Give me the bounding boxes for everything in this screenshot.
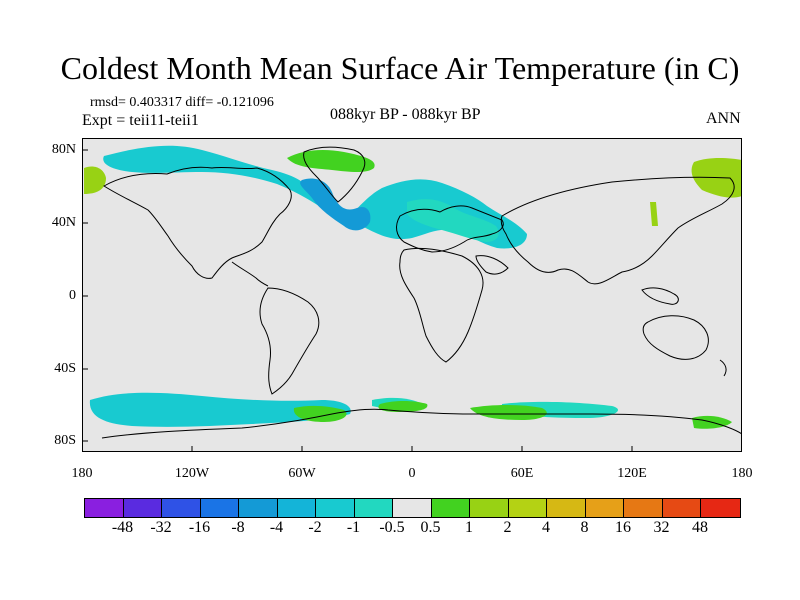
- east-antarctic-warm-field: [470, 405, 547, 420]
- japan-warm-field: [650, 202, 658, 226]
- lon-label-0: 0: [408, 466, 416, 481]
- lat-label-40n: 40N: [51, 215, 76, 230]
- colorbar-swatch: [701, 499, 740, 517]
- colorbar-label: 2: [503, 519, 512, 536]
- southeast-asia-islands: [641, 287, 679, 305]
- colorbar-swatch: [277, 499, 316, 517]
- greenland-coast: [303, 146, 366, 203]
- colorbar-swatch: [85, 499, 124, 517]
- colorbar-label: 8: [580, 519, 589, 536]
- colorbar-swatch: [123, 499, 162, 517]
- lon-label-120w: 120W: [174, 466, 210, 481]
- experiment-label: Expt = teii11-teii1: [82, 112, 199, 129]
- colorbar-label: -32: [150, 519, 172, 536]
- new-zealand-coast: [719, 359, 727, 377]
- siberia-west-warm-field: [84, 166, 106, 194]
- colorbar-label: -8: [231, 519, 245, 536]
- greenland-cool-core: [300, 178, 371, 231]
- lat-label-0: 0: [69, 288, 76, 303]
- colorbar-swatch: [662, 499, 701, 517]
- colorbar-label: -0.5: [379, 519, 405, 536]
- stats-text: rmsd= 0.403317 diff= -0.121096: [90, 95, 274, 110]
- colorbar-label: -2: [308, 519, 322, 536]
- colorbar-swatch: [508, 499, 547, 517]
- colorbar-swatch: [624, 499, 663, 517]
- north-america-coast: [103, 166, 292, 279]
- africa-coast: [399, 247, 484, 363]
- colorbar-label: 1: [465, 519, 473, 536]
- temperature-map: [82, 138, 742, 452]
- coastlines: [101, 146, 742, 439]
- season-label: ANN: [706, 110, 741, 127]
- lon-label-60w: 60W: [288, 466, 316, 481]
- lat-label-80n: 80N: [51, 142, 76, 157]
- colorbar-label: -48: [111, 519, 134, 536]
- axis-ticks: [82, 149, 633, 452]
- lat-label-40s: 40S: [54, 361, 76, 376]
- southern-pacific-cool-field: [89, 392, 351, 427]
- colorbar-label: -1: [346, 519, 361, 536]
- arabia-coast: [475, 255, 509, 275]
- south-america-coast: [259, 287, 320, 395]
- australia-coast: [642, 315, 709, 360]
- colorbar-swatch: [316, 499, 355, 517]
- colorbar-swatch: [162, 499, 201, 517]
- map-title: Coldest Month Mean Surface Air Temperatu…: [60, 50, 740, 86]
- colorbar-swatch: [470, 499, 509, 517]
- colorbar-swatch: [393, 499, 432, 517]
- colorbar-label: -16: [188, 519, 211, 536]
- colorbar-label: -4: [269, 519, 284, 536]
- colorbar-swatch: [354, 499, 393, 517]
- weddell-warm-field: [378, 401, 428, 412]
- colorbar-label: 4: [542, 519, 550, 536]
- colorbar-swatch: [547, 499, 586, 517]
- greenland-warm-field: [287, 150, 375, 172]
- europe-coast: [396, 205, 504, 253]
- south-pacific-warm-field: [293, 405, 347, 422]
- lon-label-180e: 180: [731, 466, 753, 481]
- colorbar: [84, 498, 741, 518]
- colorbar-swatch: [239, 499, 278, 517]
- colorbar-label: 16: [615, 519, 631, 536]
- colorbar-label: 32: [653, 519, 670, 536]
- colorbar-swatch: [200, 499, 239, 517]
- colorbar-swatch: [431, 499, 470, 517]
- colorbar-swatch: [585, 499, 624, 517]
- lat-label-80s: 80S: [54, 433, 76, 448]
- antarctica-coast: [101, 408, 742, 439]
- asia-coast: [500, 176, 735, 285]
- colorbar-label: 48: [692, 519, 708, 536]
- lon-label-60e: 60E: [510, 466, 534, 481]
- period-label: 088kyr BP - 088kyr BP: [330, 106, 481, 123]
- central-america-coast: [231, 261, 269, 287]
- lon-label-120e: 120E: [617, 466, 647, 481]
- lon-label-180w: 180: [71, 466, 93, 481]
- colorbar-label: 0.5: [420, 519, 441, 536]
